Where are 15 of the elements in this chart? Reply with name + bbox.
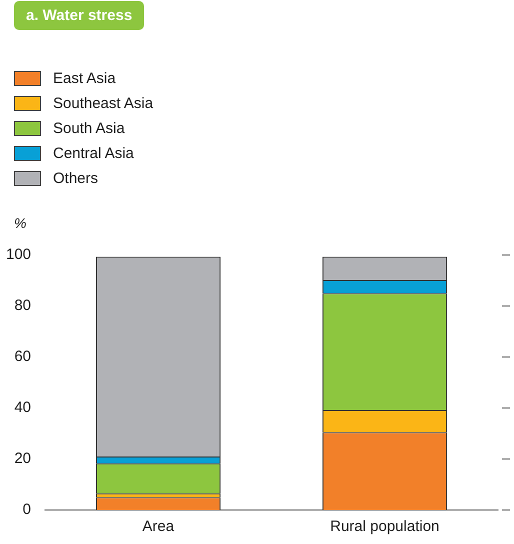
y-tick-label: 20: [14, 450, 32, 468]
y-tick-label: 80: [14, 297, 32, 314]
y-tick-label: 40: [14, 399, 32, 416]
legend-label: Central Asia: [53, 145, 134, 162]
y-tick-label: 100: [6, 246, 32, 264]
y-axis-title: %: [14, 215, 26, 231]
x-tick-label: Area: [142, 518, 175, 536]
legend-label: East Asia: [53, 70, 116, 87]
legend-label: South Asia: [53, 120, 125, 137]
y-tick-label: 0: [22, 501, 32, 518]
y-tick-label: 60: [14, 348, 32, 366]
legend-label: Southeast Asia: [53, 95, 154, 112]
legend-label: Others: [53, 170, 98, 187]
chart-title: a. Water stress: [14, 1, 144, 30]
x-tick-label: Rural population: [330, 518, 440, 536]
